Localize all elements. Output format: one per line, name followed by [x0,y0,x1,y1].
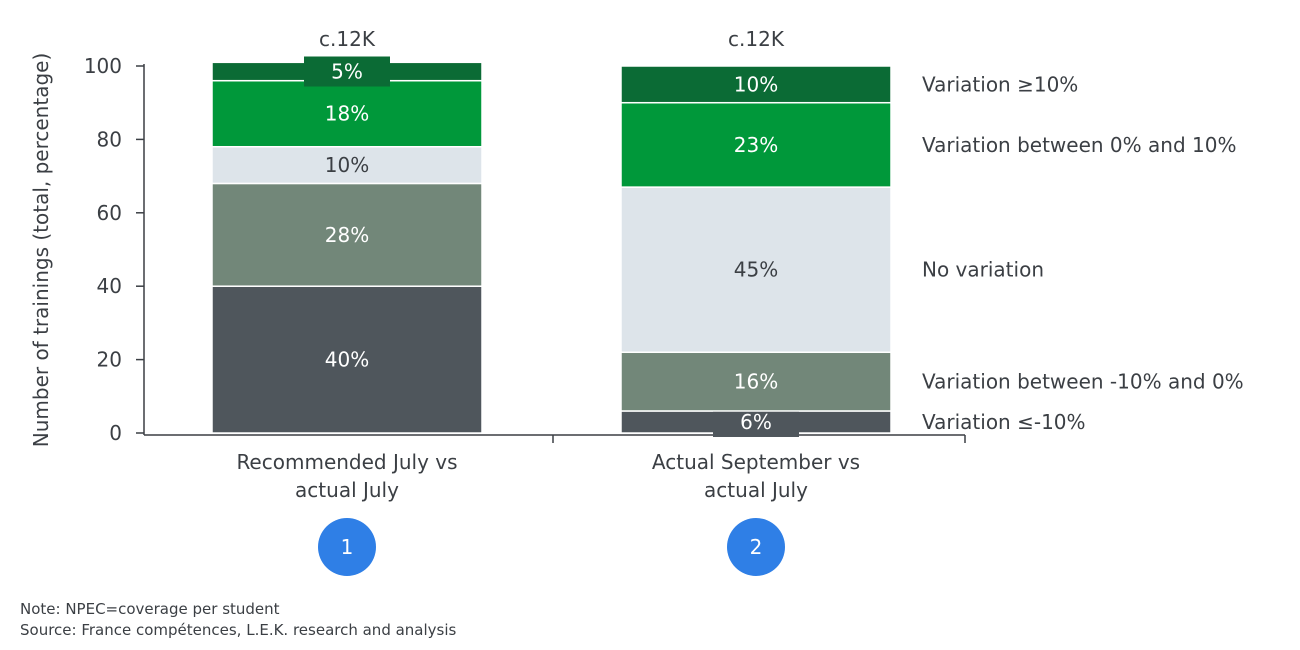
y-tick-label: 40 [97,274,122,298]
note-text: Note: NPEC=coverage per student [20,600,280,618]
category-label: actual July [295,478,399,502]
total-label: c.12K [728,27,785,51]
y-tick-label: 60 [97,201,122,225]
step-marker-label: 1 [341,535,354,559]
y-tick-label: 0 [109,421,122,445]
legend-entry: Variation ≥10% [922,72,1078,96]
y-tick-label: 100 [84,54,122,78]
data-label-box [713,406,799,437]
stacked-bar-chart: 0 20 40 60 80 100 Number of trainings (total, … [29,27,1244,576]
y-tick-label: 20 [97,348,122,372]
step-marker-label: 2 [750,535,763,559]
legend-entry: No variation [922,258,1044,282]
data-label: 10% [734,72,778,96]
bar-segment [620,65,892,104]
bar-segment [211,79,483,148]
source-text: Source: France compétences, L.E.K. resea… [20,621,457,639]
data-label: 10% [325,153,369,177]
total-label: c.12K [319,27,376,51]
legend-entry: Variation between 0% and 10% [922,133,1236,157]
data-label: 6% [740,410,772,434]
data-label: 28% [325,223,369,247]
bar-segment [211,145,483,185]
data-label: 40% [325,348,369,372]
data-label: 5% [331,60,363,84]
data-label: 18% [325,102,369,126]
y-tick-label: 80 [97,127,122,151]
category-label: Recommended July vs [236,450,457,474]
legend-entry: Variation ≤-10% [922,410,1086,434]
bar-segment [620,186,892,354]
y-axis-label: Number of trainings (total, percentage) [29,53,53,448]
bar-segment [620,101,892,188]
legend-entry: Variation between -10% and 0% [922,370,1244,394]
category-label: Actual September vs [652,450,860,474]
step-marker-circle [318,518,376,576]
bar-segment [211,182,483,287]
data-label-box [304,56,390,87]
data-label: 45% [734,258,778,282]
data-label: 16% [734,370,778,394]
category-label: actual July [704,478,808,502]
step-marker-circle [727,518,785,576]
data-label: 23% [734,133,778,157]
